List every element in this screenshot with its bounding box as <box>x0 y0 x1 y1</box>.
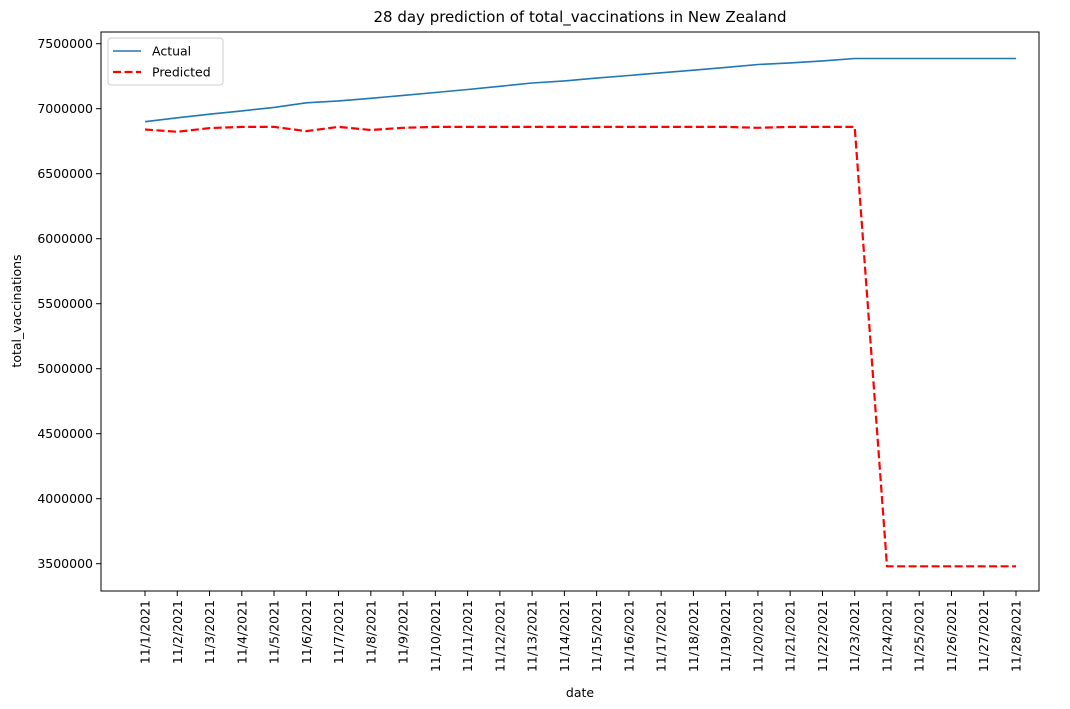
legend-label-predicted: Predicted <box>152 65 211 80</box>
x-tick-label: 11/18/2021 <box>686 600 701 672</box>
x-tick-label: 11/8/2021 <box>363 600 378 664</box>
x-tick-label: 11/20/2021 <box>750 600 765 672</box>
x-axis-label: date <box>566 685 594 700</box>
x-tick-label: 11/21/2021 <box>783 600 798 672</box>
x-tick-label: 11/13/2021 <box>525 600 540 672</box>
y-tick-label: 5000000 <box>37 361 93 376</box>
x-tick-label: 11/5/2021 <box>267 600 282 664</box>
x-tick-label: 11/11/2021 <box>460 600 475 672</box>
x-tick-label: 11/12/2021 <box>492 600 507 672</box>
x-tick-label: 11/14/2021 <box>557 600 572 672</box>
x-tick-label: 11/19/2021 <box>718 600 733 672</box>
x-tick-label: 11/6/2021 <box>299 600 314 664</box>
x-tick-label: 11/22/2021 <box>815 600 830 672</box>
y-tick-label: 4500000 <box>37 426 93 441</box>
legend-box <box>107 37 224 86</box>
x-tick-label: 11/26/2021 <box>944 600 959 672</box>
x-tick-label: 11/15/2021 <box>589 600 604 672</box>
y-tick-label: 5500000 <box>37 296 93 311</box>
legend-label-actual: Actual <box>152 44 191 59</box>
x-tick-label: 11/3/2021 <box>202 600 217 664</box>
x-tick-label: 11/4/2021 <box>234 600 249 664</box>
x-tick-label: 11/7/2021 <box>331 600 346 664</box>
chart-title: 28 day prediction of total_vaccinations … <box>373 8 786 27</box>
y-tick-label: 7500000 <box>37 36 93 51</box>
legend: Actual Predicted <box>107 37 224 86</box>
y-tick-label: 4000000 <box>37 491 93 506</box>
x-tick-label: 11/17/2021 <box>654 600 669 672</box>
x-tick-label: 11/25/2021 <box>912 600 927 672</box>
series-line-predicted <box>144 125 1016 568</box>
x-tick-label: 11/28/2021 <box>1009 600 1024 672</box>
y-tick-label: 3500000 <box>37 556 93 571</box>
x-tick-label: 11/23/2021 <box>847 600 862 672</box>
x-tick-label: 11/10/2021 <box>428 600 443 672</box>
x-tick-label: 11/2/2021 <box>170 600 185 664</box>
series-line-actual <box>144 57 1016 123</box>
y-tick-label: 6500000 <box>37 166 93 181</box>
x-tick-label: 11/27/2021 <box>976 600 991 672</box>
x-tick-label: 11/1/2021 <box>138 600 153 664</box>
plot-area: 3500000 4000000 4500000 5000000 5500000 60000… <box>37 36 1023 672</box>
x-tick-label: 11/9/2021 <box>396 600 411 664</box>
x-tick-label: 11/16/2021 <box>621 600 636 672</box>
y-tick-label: 7000000 <box>37 101 93 116</box>
plot-frame <box>100 31 1040 592</box>
y-tick-label: 6000000 <box>37 231 93 246</box>
x-tick-label: 11/24/2021 <box>879 600 894 672</box>
y-axis-label: total_vaccinations <box>9 254 24 367</box>
